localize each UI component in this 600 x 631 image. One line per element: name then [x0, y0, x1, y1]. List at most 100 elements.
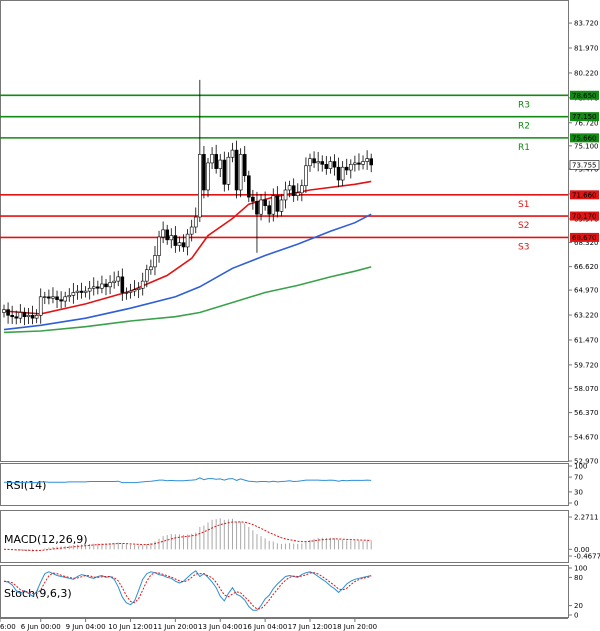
level-tag-r3: [570, 90, 599, 100]
time-tick-label: 6 Jun 00:00: [21, 623, 61, 631]
level-name-r1: R1: [518, 143, 530, 153]
level-tag-r1: [570, 133, 599, 143]
level-tag-s1: [570, 190, 599, 200]
macd-signal-line: [3, 521, 372, 552]
candle-body: [365, 158, 369, 162]
candle-body: [316, 161, 320, 164]
candle-body: [145, 269, 149, 282]
panel-tick-label: 20: [574, 602, 583, 610]
candle-body: [6, 309, 10, 316]
candle-body: [83, 290, 88, 293]
candle-body: [181, 242, 186, 248]
candle-body: [279, 199, 284, 212]
candle-body: [218, 159, 223, 169]
candle-body: [361, 161, 365, 165]
candle-body: [222, 159, 227, 185]
candle-body: [283, 189, 288, 201]
level-tag-label-s1: 71.660: [572, 191, 597, 199]
panel-tick-label: 2.2711: [574, 514, 599, 522]
level-tag-label-s3: 68.670: [572, 234, 597, 242]
candle-body: [328, 161, 333, 169]
price-tick-label: 59.720: [574, 361, 599, 369]
candle-body: [67, 295, 72, 298]
candle-body: [153, 255, 157, 268]
candle-body: [140, 280, 145, 289]
candle-body: [149, 266, 153, 271]
price-tick-label: 68.320: [574, 239, 599, 247]
price-tick-label: 76.720: [574, 119, 599, 127]
candle-body: [226, 156, 231, 185]
price-tick-label: 61.470: [574, 336, 599, 344]
candle-body: [198, 154, 202, 218]
candle-body: [312, 158, 316, 164]
candle-body: [255, 201, 259, 215]
time-tick-label: 18 Jun 20:00: [333, 623, 377, 631]
candle-body: [275, 195, 280, 212]
price-tick-label: 66.620: [574, 263, 599, 271]
level-tag-label-s2: 70.170: [572, 213, 597, 221]
candle-body: [104, 283, 108, 288]
time-tick-label: 9 Jun 04:00: [66, 623, 106, 631]
price-tick-label: 83.720: [574, 20, 599, 28]
candle-body: [340, 166, 345, 181]
price-tick-label: 63.220: [574, 312, 599, 320]
current-price-tag: [569, 160, 600, 170]
time-tick-label: 13 Jun 04:00: [198, 623, 242, 631]
candle-body: [357, 162, 361, 165]
price-tick-label: 58.070: [574, 385, 599, 393]
candle-body: [259, 199, 263, 215]
candle-body: [271, 195, 276, 215]
level-tag-label-r3: 78.650: [572, 92, 597, 100]
level-tag-r2: [570, 112, 599, 122]
candle-body: [10, 315, 14, 318]
candle-body: [116, 276, 121, 282]
panel-tick-label: 0: [574, 500, 578, 508]
candle-body: [304, 165, 308, 187]
candle-body: [165, 229, 169, 241]
price-tick-label: 52.970: [574, 458, 599, 466]
candle-body: [47, 296, 51, 299]
candle-body: [353, 162, 357, 165]
candle-body: [344, 166, 349, 171]
stoch-k-line: [3, 570, 372, 611]
level-name-s2: S2: [518, 221, 529, 231]
candle-body: [51, 296, 55, 299]
candle-body: [42, 296, 47, 298]
level-tags: 78.650 77.150 75.660 71.660 70.170 68.670 73.7…: [569, 90, 600, 242]
price-tick-label: 64.970: [574, 287, 599, 295]
candle-body: [161, 229, 165, 238]
current-price-label: 73.755: [572, 161, 597, 169]
candle-body: [136, 287, 141, 290]
level-name-s1: S1: [518, 200, 529, 210]
price-tick-label: 54.670: [574, 433, 599, 441]
candle-body: [300, 185, 304, 194]
level-name-r3: R3: [518, 100, 530, 110]
level-tag-s3: [570, 232, 599, 242]
candle-body: [177, 242, 182, 246]
time-axis: 6:00 6 Jun 00:00 9 Jun 04:00 10 Jun 12:00 11…: [0, 618, 568, 631]
candle-body: [18, 312, 23, 319]
candle-body: [234, 149, 239, 191]
stoch-panel-frame: [0, 565, 569, 618]
time-tick-label: 10 Jun 12:00: [108, 623, 152, 631]
candle-body: [238, 154, 243, 191]
candle-body: [22, 312, 27, 318]
candle-body: [206, 162, 210, 191]
panel-tick-label: 100: [574, 463, 587, 471]
candle-body: [71, 292, 76, 296]
price-tick-label: 81.970: [574, 44, 599, 52]
candle-body: [291, 185, 296, 196]
candle-body: [75, 290, 80, 293]
candle-body: [132, 289, 137, 292]
level-tag-s2: [570, 211, 599, 221]
stoch-label: Stoch(9,6,3): [4, 587, 72, 600]
candle-body: [34, 315, 39, 319]
candle-body: [308, 158, 312, 167]
candle-body: [267, 205, 272, 215]
stoch-d-line: [3, 572, 372, 610]
rsi-axis: 100 70 30 0: [568, 463, 587, 508]
candle-body: [287, 185, 292, 191]
rsi-line: [4, 477, 372, 484]
